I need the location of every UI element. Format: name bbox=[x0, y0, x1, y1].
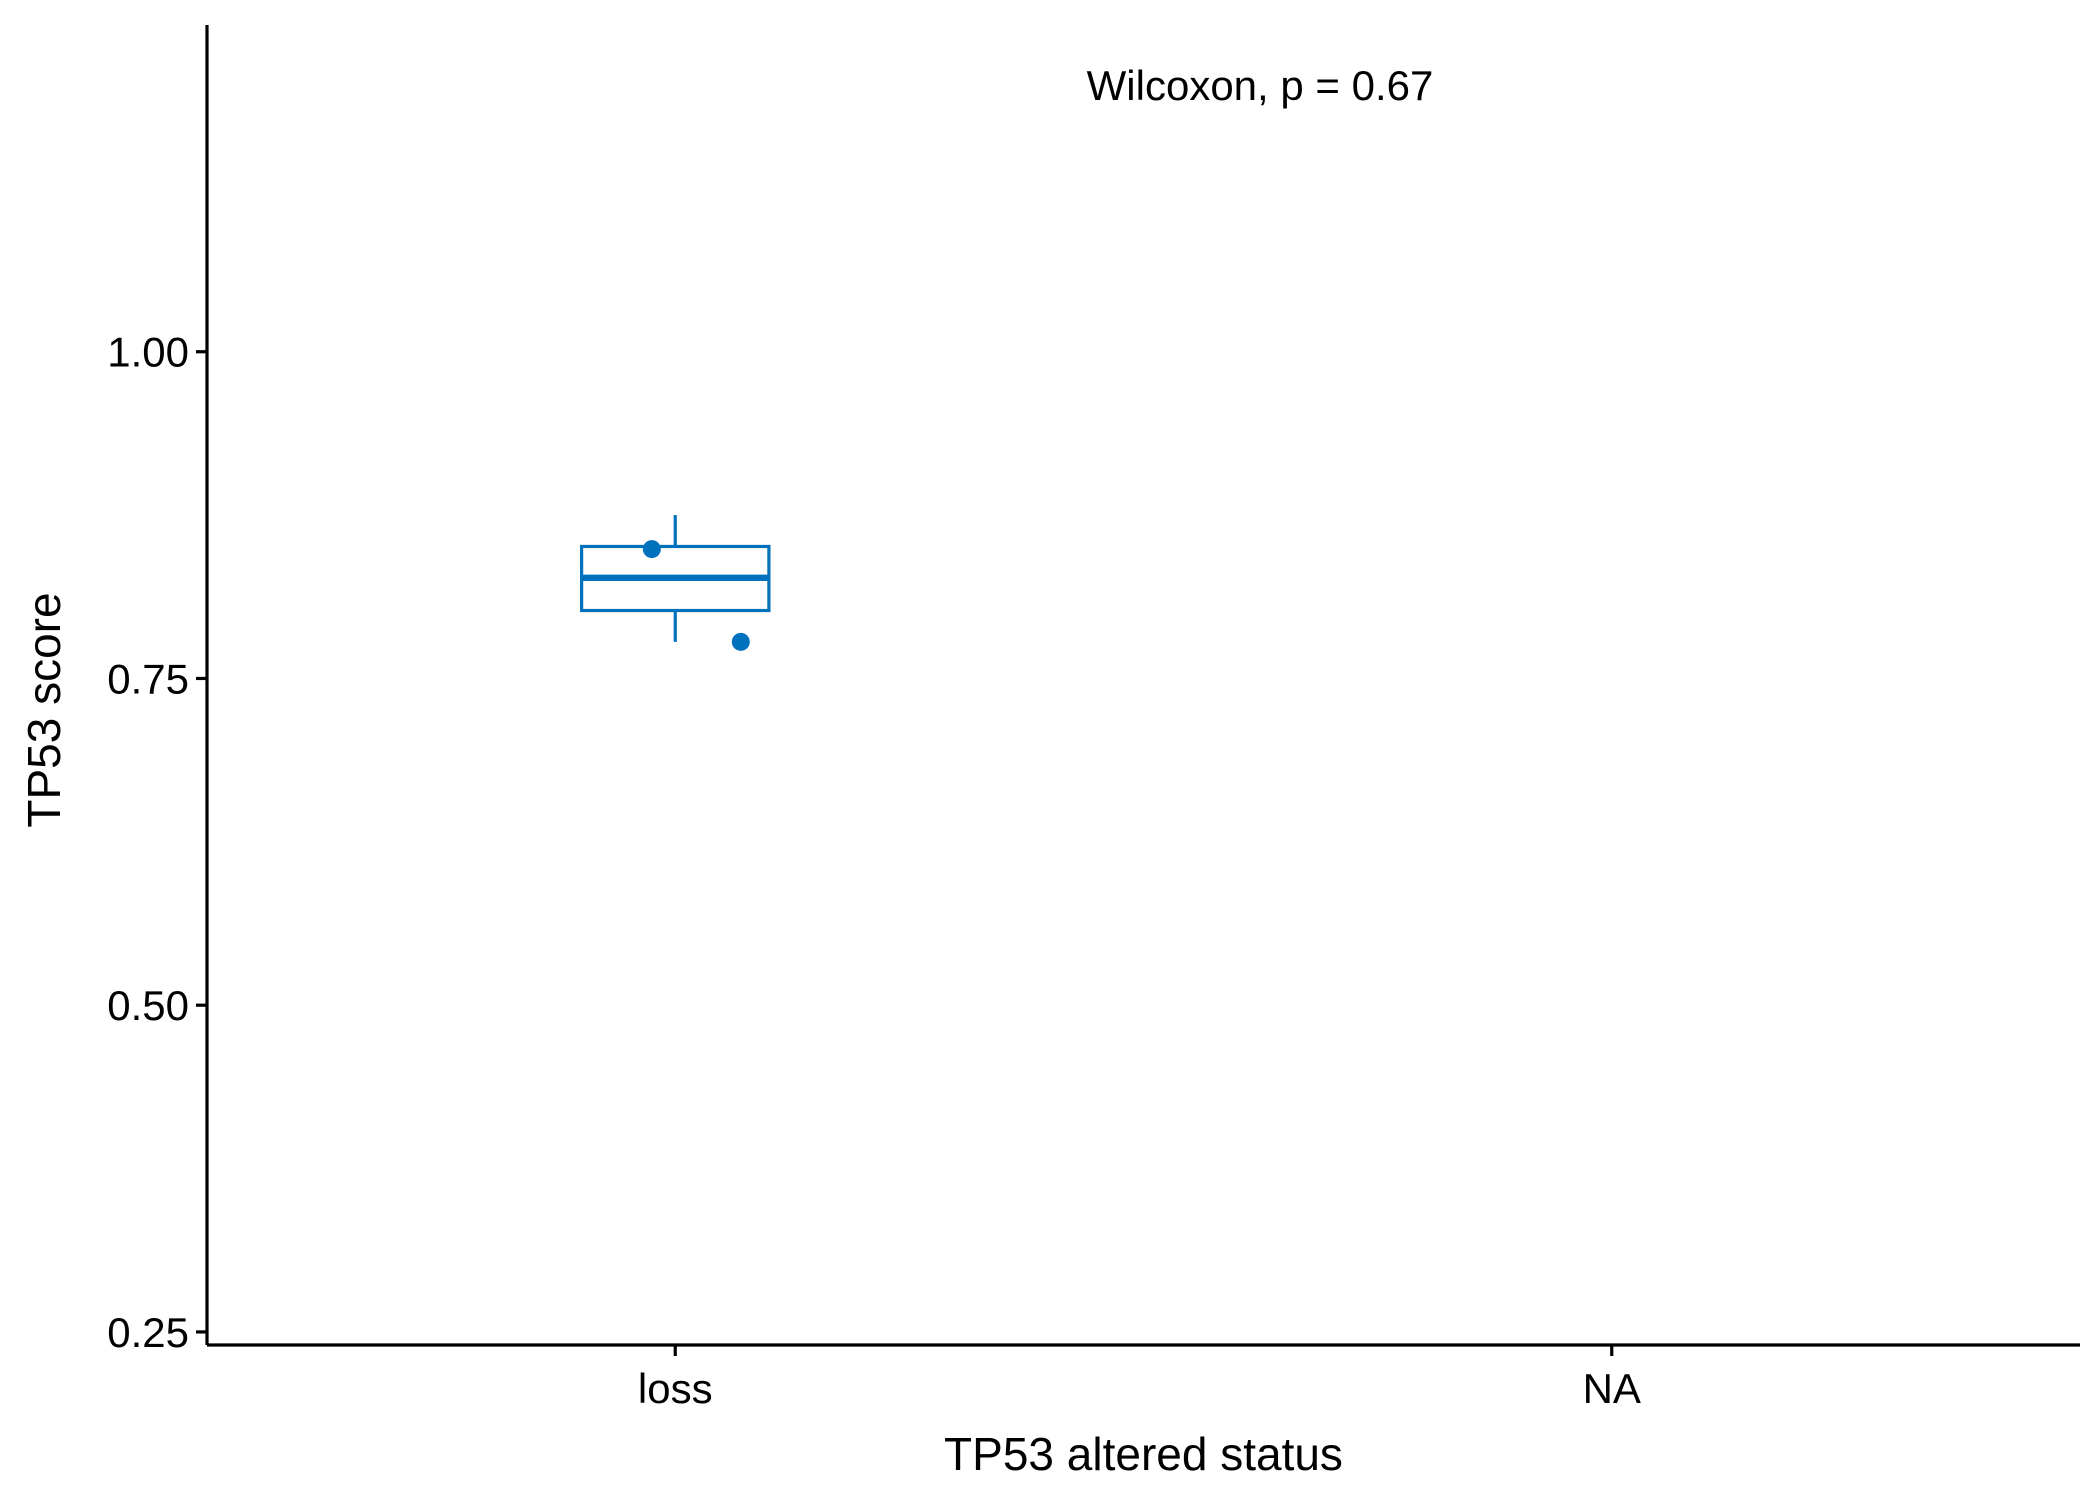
plot-marks bbox=[579, 515, 771, 651]
x-tick-label: NA bbox=[1583, 1365, 1641, 1412]
axes: 0.25 0.50 0.75 1.00 loss NA bbox=[107, 25, 2080, 1412]
x-axis-title: TP53 altered status bbox=[944, 1428, 1343, 1480]
wilcoxon-annotation: Wilcoxon, p = 0.67 bbox=[1087, 62, 1434, 109]
y-tick-label: 1.00 bbox=[107, 329, 189, 376]
y-tick-label: 0.25 bbox=[107, 1309, 189, 1356]
y-tick-label: 0.50 bbox=[107, 982, 189, 1029]
data-point bbox=[731, 632, 750, 651]
x-tick-label: loss bbox=[638, 1365, 713, 1412]
y-tick-label: 0.75 bbox=[107, 655, 189, 702]
data-point bbox=[642, 540, 661, 559]
y-axis-title: TP53 score bbox=[18, 592, 70, 827]
